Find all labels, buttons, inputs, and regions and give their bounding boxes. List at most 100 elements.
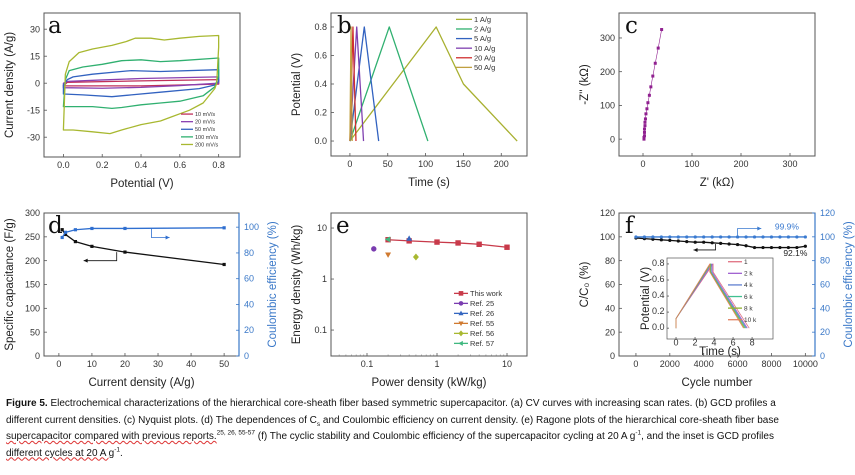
caption-line-3b: (f) The cyclic stability and Coulombic e…	[254, 431, 636, 442]
panel-label: c	[625, 13, 638, 39]
axis-indicator-arrows	[83, 228, 170, 263]
series-ref-56	[412, 253, 419, 261]
plot-frame	[618, 12, 816, 157]
y-tick-label: 0.1	[314, 325, 327, 335]
legend-label: 10 k	[744, 317, 757, 324]
data-point	[647, 93, 651, 97]
legend-label: 20 A/g	[474, 53, 495, 62]
y-tick-label: 0.2	[652, 306, 665, 316]
y-tick-label: 30	[30, 24, 40, 34]
series-line	[62, 57, 220, 110]
y2-tick-label: 120	[820, 208, 835, 218]
data-point	[659, 238, 663, 242]
data-point	[60, 235, 64, 240]
chart-inset: 0 2 4 6 8 0.0 0.2 0.4 0.6 0.8 Time (s) Potential (V…	[640, 257, 774, 358]
panel-label: d	[48, 213, 63, 239]
series-ref-25	[371, 246, 377, 252]
data-point	[710, 235, 714, 239]
x-tick-label: 6000	[728, 359, 748, 369]
right-arrowhead-icon	[757, 226, 762, 231]
data-point	[719, 241, 723, 245]
data-point	[646, 101, 650, 105]
data-point	[727, 235, 731, 239]
series-50-a-g	[349, 26, 353, 142]
data-point	[642, 135, 646, 139]
data-point	[649, 85, 653, 89]
y2-tick-label: 0	[244, 351, 249, 361]
x-tick-label: 0	[674, 338, 679, 348]
y-tick-label: 250	[25, 232, 40, 242]
data-point	[406, 235, 413, 241]
left-arrowhead-icon	[693, 247, 698, 252]
data-point	[710, 241, 714, 245]
y-tick-label: 20	[605, 327, 615, 337]
data-point	[412, 253, 419, 261]
data-point	[476, 241, 482, 247]
data-point	[735, 235, 740, 239]
axis-indicator-arrows	[693, 226, 762, 252]
legend-label: 1 A/g	[474, 15, 491, 24]
series-line	[349, 26, 353, 142]
legend-label: This work	[470, 289, 502, 298]
data-point	[434, 239, 440, 245]
y-tick-label: 0.8	[652, 258, 665, 268]
y-tick-label: 0	[610, 351, 615, 361]
x-tick-label: 100	[684, 159, 699, 169]
chart-b: 0 50 100 150 200 0.0 0.2 0.4 0.6 0.8 Time (s) Poten…	[291, 12, 528, 189]
left-arrow-icon	[83, 252, 118, 262]
x-tick-label: 10	[502, 359, 512, 369]
panel-label: a	[48, 13, 62, 39]
y2-axis-label: Coulombic efficiency (%)	[843, 221, 855, 348]
x-tick-label: 50	[219, 359, 229, 369]
x-tick-label: 20	[120, 359, 130, 369]
y2-tick-label: 100	[244, 222, 259, 232]
data-point	[752, 245, 757, 250]
legend-label: 4 k	[744, 282, 753, 289]
data-point	[795, 235, 799, 239]
legend-label: 10 A/g	[474, 44, 495, 53]
data-point	[769, 235, 774, 239]
series-line	[349, 26, 429, 142]
x-tick-label: 10000	[793, 359, 818, 369]
y-tick-label: 50	[30, 327, 40, 337]
caption-line-3c: , and the inset is GCD profiles	[641, 431, 774, 442]
y-axis-label: Specific capacitance (F/g)	[4, 218, 16, 350]
series-line	[62, 34, 220, 135]
data-point	[371, 246, 377, 252]
series-line	[349, 26, 518, 142]
caption-line-2a: different current densities. (c) Nyquist…	[6, 414, 317, 426]
caption-unit-sup: -1	[635, 429, 642, 437]
legend-label: 200 mV/s	[195, 142, 218, 148]
data-point	[761, 245, 765, 250]
data-point	[73, 240, 77, 244]
data-point	[385, 252, 392, 258]
annotation-retention: 92.1%	[783, 248, 808, 258]
legend-label: 2 k	[744, 271, 753, 278]
y-axis-label: -Z'' (kΩ)	[579, 64, 591, 105]
right-arrow-icon	[151, 228, 170, 238]
data-point	[693, 235, 697, 239]
data-point	[651, 237, 655, 241]
data-point	[685, 235, 689, 239]
data-point	[123, 226, 127, 231]
y2-tick-label: 0	[820, 351, 825, 361]
x-tick-label: 0.1	[361, 359, 374, 369]
data-point	[645, 107, 649, 111]
y-tick-label: 15	[30, 51, 40, 61]
y-tick-label: 120	[600, 208, 615, 218]
data-point	[693, 240, 697, 244]
x-tick-label: 6	[731, 338, 736, 348]
y-tick-label: 1	[322, 274, 327, 284]
y-tick-label: 0.0	[652, 322, 665, 332]
left-arrowhead-icon	[83, 258, 88, 263]
y-tick-label: 0.4	[314, 79, 327, 89]
legend-marker	[458, 340, 463, 346]
series-ref-26	[406, 235, 413, 241]
y-tick-label: 0	[610, 134, 615, 144]
data-point	[63, 232, 68, 237]
data-point	[803, 235, 807, 239]
y-tick-label: 0	[35, 351, 40, 361]
data-point	[222, 262, 226, 267]
y-tick-label: 0.6	[314, 51, 327, 61]
y-axis-label: Potential (V)	[291, 53, 303, 116]
